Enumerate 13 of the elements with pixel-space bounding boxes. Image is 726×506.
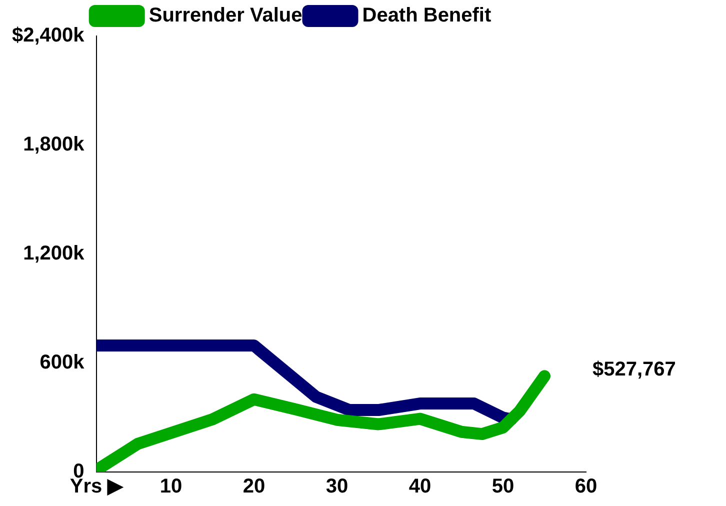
x-tick-label: 30	[326, 476, 348, 498]
x-tick-label: 50	[492, 476, 514, 498]
y-tick-label: 1,200k	[23, 242, 86, 265]
y-tick-label: 600k	[40, 352, 86, 374]
x-tick-label: 10	[160, 476, 182, 498]
legend-label: Death Benefit	[362, 4, 492, 27]
x-tick-label: 20	[242, 476, 266, 498]
annotation: $527,767	[592, 358, 676, 381]
legend-label: Surrender Value	[148, 4, 302, 27]
x-tick-label: 40	[408, 476, 432, 498]
y-tick-label: $2,400k	[12, 24, 86, 47]
y-tick-label: 1,800k	[23, 134, 86, 156]
x-tick-label: 60	[574, 476, 598, 498]
